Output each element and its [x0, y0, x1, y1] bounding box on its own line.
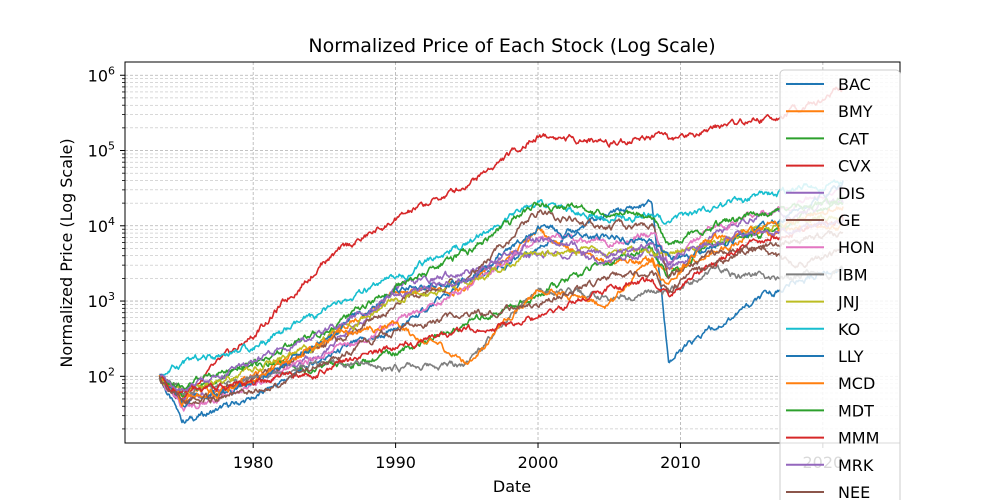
legend-label-lly: LLY: [838, 347, 864, 366]
legend-label-mmm: MMM: [838, 429, 879, 448]
legend-label-ko: KO: [838, 320, 860, 339]
legend-label-mrk: MRK: [838, 456, 874, 475]
x-tick-label: 1980: [233, 453, 274, 472]
legend-label-cat: CAT: [838, 129, 869, 148]
legend-label-nee: NEE: [838, 483, 870, 500]
legend-label-jnj: JNJ: [837, 293, 859, 312]
legend-box: [779, 69, 901, 500]
y-tick-label: 106: [88, 64, 115, 85]
y-tick-label: 102: [88, 365, 115, 386]
x-tick-label: 2010: [660, 453, 701, 472]
x-axis-label: Date: [493, 477, 531, 496]
series-lines: [158, 86, 844, 424]
legend-label-hon: HON: [838, 238, 875, 257]
series-line-nee: [158, 230, 844, 405]
legend-label-mdt: MDT: [838, 401, 874, 420]
series-line-mrk: [159, 219, 844, 392]
legend-label-bac: BAC: [838, 75, 871, 94]
legend-label-ge: GE: [838, 211, 861, 230]
legend-label-mcd: MCD: [838, 374, 875, 393]
legend-items: BAC BMY CAT CVX DIS GE HON IBM JNJ KO LLY MCD MDT MMM…: [786, 75, 879, 500]
legend: BAC BMY CAT CVX DIS GE HON IBM JNJ KO LLY MCD MDT MMM…: [779, 69, 901, 500]
y-tick-label: 105: [88, 140, 115, 161]
chart-title: Normalized Price of Each Stock (Log Scal…: [308, 35, 715, 57]
y-axis-label: Normalized Price (Log Scale): [57, 138, 76, 367]
axis-ticks: 10210310410510619801990200020102020: [88, 64, 844, 472]
y-tick-label: 104: [88, 215, 115, 236]
legend-label-dis: DIS: [838, 184, 865, 203]
x-tick-label: 2000: [518, 453, 559, 472]
series-line-mdt: [158, 197, 844, 390]
legend-label-ibm: IBM: [838, 265, 868, 284]
legend-label-cvx: CVX: [838, 157, 871, 176]
legend-label-bmy: BMY: [838, 102, 873, 121]
y-tick-label: 103: [88, 290, 115, 311]
x-tick-label: 1990: [375, 453, 416, 472]
series-line-cvx: [158, 86, 844, 403]
series-line-mmm: [159, 213, 844, 396]
series-line-ibm: [158, 264, 844, 396]
